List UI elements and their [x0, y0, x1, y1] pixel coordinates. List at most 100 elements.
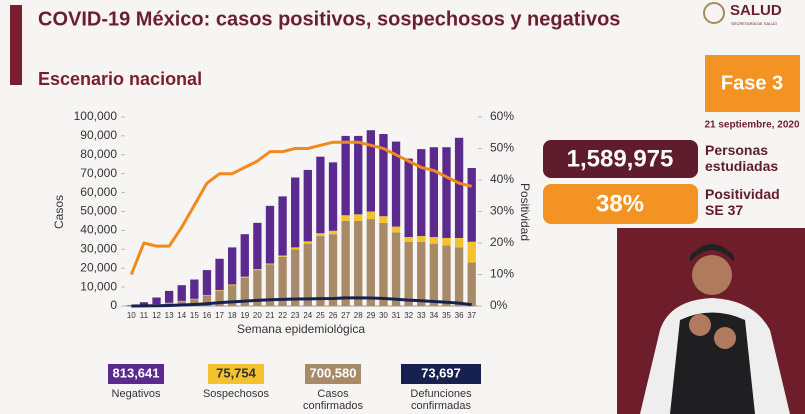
x-tick-label: 11	[140, 311, 149, 320]
bar-segment	[429, 237, 439, 244]
bar-segment	[253, 222, 262, 270]
bar-segment	[366, 211, 375, 220]
bar-segment	[316, 233, 325, 237]
x-tick-label: 12	[152, 311, 161, 320]
legend-label: Casos confirmados	[303, 388, 363, 412]
y-tick-label: 30,000	[80, 241, 117, 255]
bar-segment	[240, 276, 249, 278]
x-tick-label: 25	[316, 311, 325, 320]
x-tick-label: 20	[253, 311, 262, 320]
bar-segment	[177, 285, 186, 301]
y2-tick-label: 50%	[490, 141, 514, 155]
x-tick-label: 35	[442, 311, 451, 320]
x-tick-label: 26	[329, 311, 338, 320]
bar-segment	[316, 156, 325, 234]
y-tick-label: 100,000	[74, 109, 118, 123]
interpreter-hand	[689, 314, 711, 336]
bar-segment	[152, 297, 161, 305]
bar-segment	[467, 241, 476, 263]
phase-box	[705, 55, 800, 112]
bar-segment	[429, 243, 439, 306]
y2-axis-label: Positividad	[518, 183, 532, 241]
legend-swatch	[108, 364, 164, 384]
bar-segment	[442, 147, 451, 238]
bar-segment	[291, 247, 300, 250]
stat-value: 38%	[596, 190, 644, 217]
stat-box	[543, 184, 698, 224]
x-tick-label: 29	[366, 311, 375, 320]
stat-box	[543, 140, 698, 178]
bar-segment	[354, 214, 363, 221]
x-tick-label: 18	[228, 311, 237, 320]
y2-tick-label: 30%	[490, 204, 514, 218]
bar-segment	[379, 134, 388, 217]
x-tick-label: 15	[190, 311, 199, 320]
bar-segment	[328, 234, 338, 306]
bar-segment	[366, 130, 375, 212]
y-tick-label: 60,000	[80, 185, 117, 199]
bar-segment	[454, 237, 464, 248]
bar-segment	[228, 284, 237, 286]
bar-segment	[391, 232, 401, 306]
y2-tick-label: 10%	[490, 267, 514, 281]
x-tick-label: 30	[379, 311, 388, 320]
bar-segment	[253, 270, 262, 306]
bar-segment	[278, 196, 287, 256]
x-tick-label: 16	[202, 311, 211, 320]
interpreter-hair	[690, 244, 734, 262]
stat-value: 1,589,975	[567, 145, 674, 172]
bar-segment	[291, 177, 300, 248]
bar-segment	[202, 270, 212, 296]
interpreter-hand	[714, 327, 736, 349]
bar-segment	[379, 222, 388, 306]
bar-segment	[240, 234, 249, 277]
logo-emblem	[703, 2, 725, 24]
x-tick-label: 37	[467, 311, 476, 320]
bar-segment	[467, 168, 476, 242]
bar-segment	[164, 290, 174, 303]
bar-segment	[139, 302, 149, 305]
subtitle: Escenario nacional	[38, 69, 202, 89]
x-tick-label: 27	[341, 311, 350, 320]
x-tick-label: 33	[417, 311, 426, 320]
y-axis-label: Casos	[52, 195, 66, 229]
logo-sub: SECRETARÍA DE SALUD	[731, 21, 777, 26]
bar-segment	[278, 255, 287, 257]
bar-segment	[404, 241, 413, 306]
legend-label: Sospechosos	[202, 388, 270, 400]
y-tick-label: 50,000	[80, 204, 117, 218]
bar-segment	[328, 230, 338, 235]
bar-segment	[303, 243, 312, 306]
x-tick-label: 32	[404, 311, 413, 320]
bar-segment	[265, 264, 275, 306]
bar-segment	[202, 295, 212, 306]
x-tick-label: 17	[215, 311, 224, 320]
bar-segment	[265, 263, 275, 265]
bar-segment	[379, 216, 388, 223]
bar-segment	[454, 137, 464, 238]
interpreter-head	[692, 255, 732, 295]
y-tick-label: 0	[110, 298, 117, 312]
x-tick-label: 13	[165, 311, 174, 320]
x-tick-label: 28	[354, 311, 363, 320]
logo: SALUD	[730, 2, 782, 19]
bar-segment	[202, 295, 212, 296]
y2-tick-label: 60%	[490, 109, 514, 123]
bar-segment	[190, 279, 199, 299]
legend-swatch	[305, 364, 361, 384]
phase: Fase 3	[721, 72, 783, 94]
accent-bar	[10, 5, 22, 85]
bar-segment	[366, 219, 375, 306]
bar-segment	[215, 290, 224, 291]
bar-segment	[341, 215, 350, 221]
legend-label: Defunciones confirmadas	[410, 388, 472, 412]
legend-swatch	[208, 364, 264, 384]
bar-segment	[303, 169, 312, 242]
legend-total: 75,754	[216, 365, 257, 380]
bar-segment	[454, 247, 464, 306]
bar-segment	[253, 269, 262, 271]
bar-segment	[240, 277, 249, 306]
legend-total: 813,641	[113, 365, 160, 380]
